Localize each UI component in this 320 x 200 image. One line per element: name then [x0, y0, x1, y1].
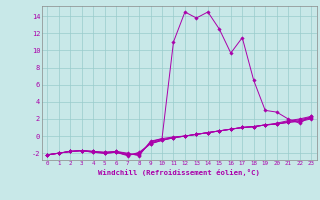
X-axis label: Windchill (Refroidissement éolien,°C): Windchill (Refroidissement éolien,°C) — [98, 169, 260, 176]
